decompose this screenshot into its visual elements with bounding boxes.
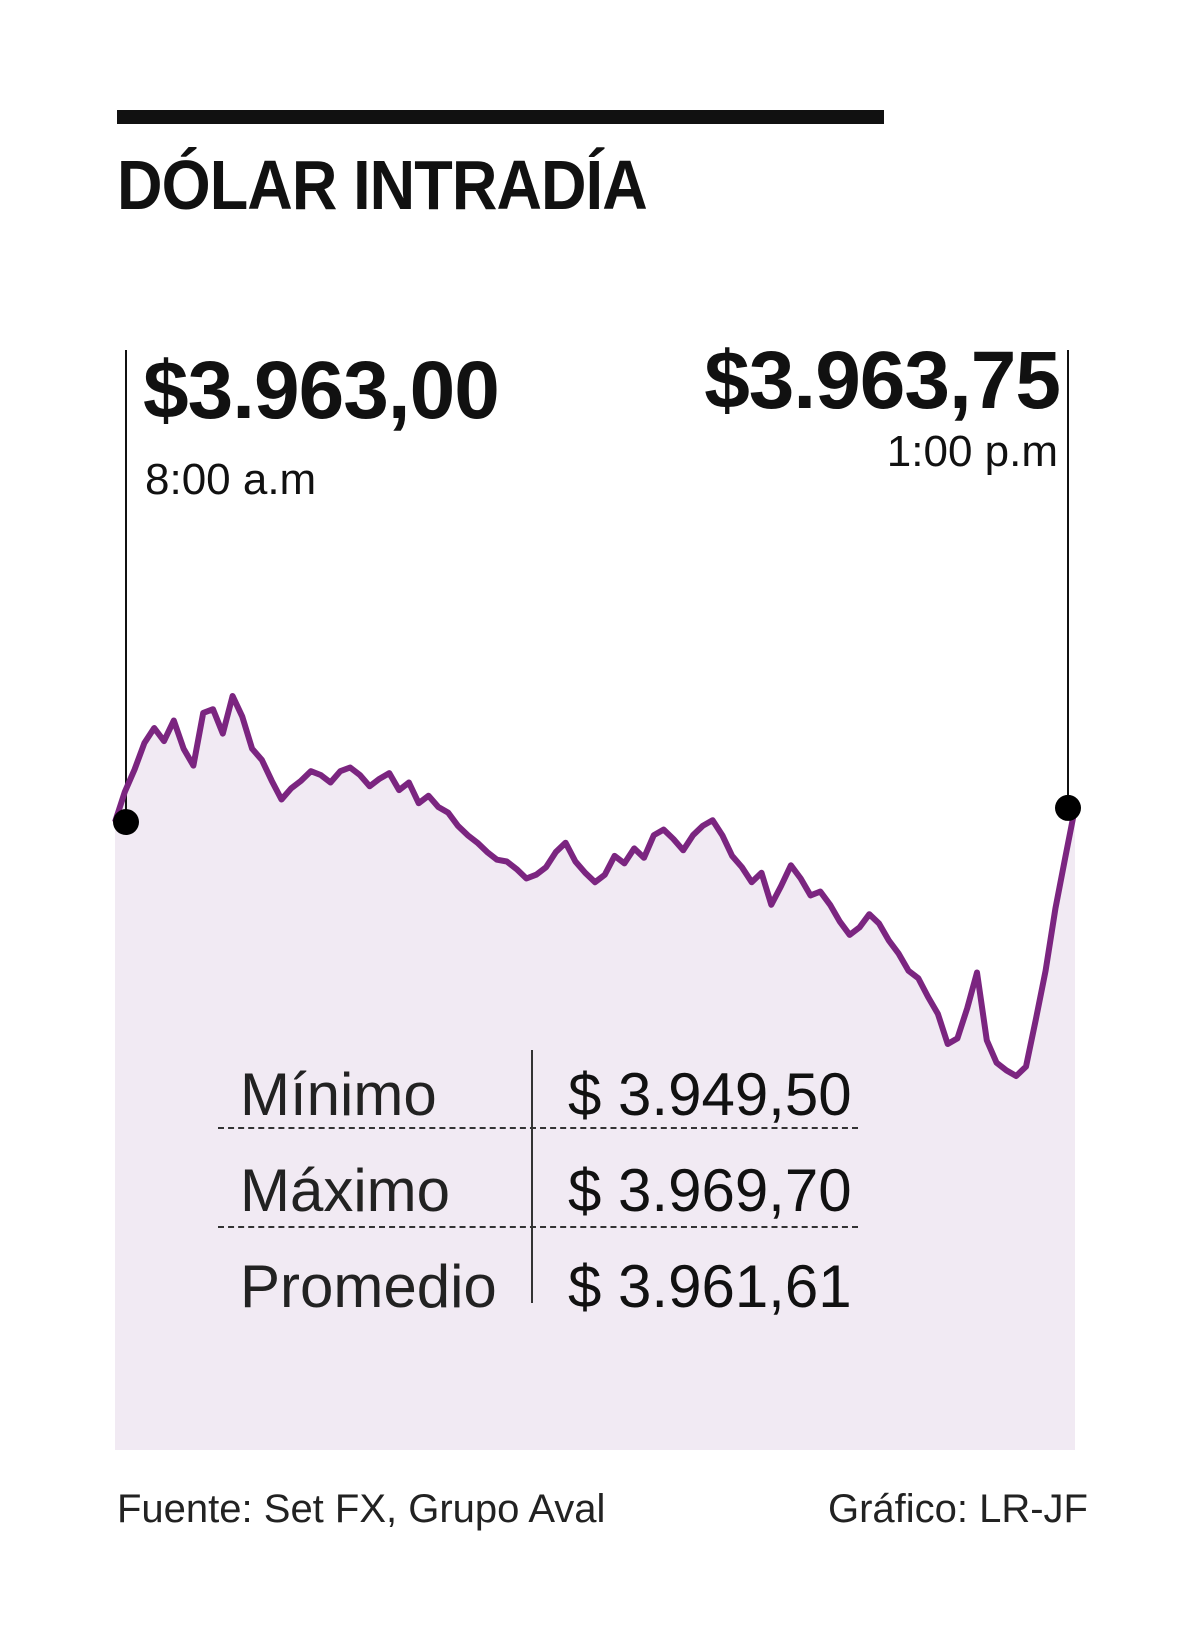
close-price-label: $3.963,75 [704, 335, 1061, 426]
graphic-credit: Gráfico: LR-JF [827, 1487, 1088, 1531]
chart-title: DÓLAR INTRADÍA [117, 146, 648, 224]
stats-table: Mínimo $ 3.949,50 Máximo $ 3.969,70 Prom… [218, 1050, 858, 1338]
open-time-label: 8:00 a.m [145, 455, 317, 504]
stat-value: $ 3.969,70 [568, 1157, 852, 1224]
close-point [1055, 794, 1081, 821]
stats-row-divider [218, 1127, 858, 1129]
source-note: Fuente: Set FX, Grupo Aval [117, 1487, 606, 1531]
stat-label: Promedio [240, 1253, 497, 1320]
stat-label: Máximo [240, 1157, 451, 1224]
stats-row-divider [218, 1226, 858, 1228]
stat-label: Mínimo [240, 1061, 437, 1128]
stat-row-minimum: Mínimo $ 3.949,50 [218, 1050, 858, 1146]
stat-row-average: Promedio $ 3.961,61 [218, 1242, 858, 1338]
stats-column-divider [531, 1050, 533, 1303]
stat-value: $ 3.949,50 [568, 1061, 852, 1128]
title-rule [117, 110, 884, 124]
price-series-line [112, 693, 1078, 1079]
open-price-label: $3.963,00 [143, 345, 500, 436]
stat-row-maximum: Máximo $ 3.969,70 [218, 1146, 858, 1242]
close-time-label: 1:00 p.m [886, 427, 1058, 476]
stat-value: $ 3.961,61 [568, 1253, 852, 1320]
open-point [113, 809, 139, 836]
area-fill [115, 696, 1075, 1450]
